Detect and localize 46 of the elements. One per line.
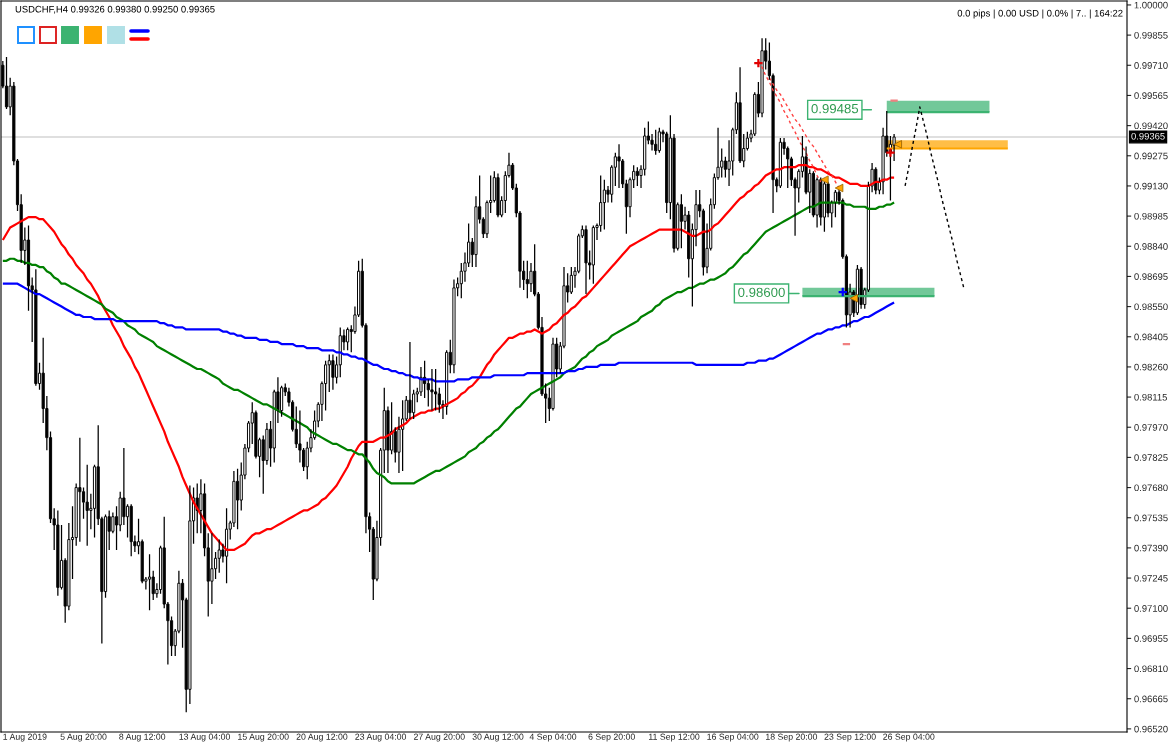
- x-tick-label: 8 Aug 12:00: [119, 733, 166, 742]
- y-tick-label: 0.98550: [1134, 303, 1168, 311]
- annotation: 0.0 pips | 0.00 USD | 0.0% | 7.. | 164:22: [957, 9, 1123, 19]
- x-tick-label: 18 Sep 20:00: [766, 733, 818, 742]
- y-tick-label: 0.99855: [1134, 31, 1168, 39]
- x-tick-label: 23 Aug 04:00: [355, 733, 407, 742]
- ref-line-label: 0.99365: [1131, 132, 1165, 140]
- y-tick-label: 0.97245: [1134, 574, 1168, 582]
- x-tick-label: 13 Aug 04:00: [179, 733, 231, 742]
- y-tick-label: 0.97390: [1134, 544, 1168, 552]
- y-tick-label: 0.97100: [1134, 605, 1168, 612]
- y-tick-label: 0.98840: [1134, 243, 1168, 250]
- y-tick-label: 0.97825: [1134, 454, 1168, 461]
- y-tick-label: 0.96520: [1134, 725, 1168, 733]
- y-tick-label: 0.96810: [1134, 665, 1168, 673]
- y-tick-label: 0.97970: [1134, 424, 1168, 431]
- y-tick-label: 0.98405: [1134, 333, 1168, 341]
- x-tick-label: 23 Sep 12:00: [824, 733, 876, 742]
- y-tick-label: 0.99420: [1134, 122, 1168, 130]
- y-tick-label: 0.98985: [1134, 212, 1168, 220]
- chart-title: USDCHF,H4 0.99326 0.99380 0.99250 0.99365: [15, 5, 215, 14]
- x-tick-label: 20 Aug 12:00: [296, 733, 348, 742]
- y-tick-label: 0.99130: [1134, 182, 1168, 190]
- annotation: 0.99485: [811, 103, 859, 114]
- y-tick-label: 0.96955: [1134, 635, 1168, 642]
- x-tick-label: 16 Sep 04:00: [707, 733, 759, 742]
- x-tick-label: 6 Sep 20:00: [588, 733, 635, 742]
- y-tick-label: 0.96665: [1134, 695, 1168, 703]
- x-tick-label: 27 Aug 20:00: [413, 733, 465, 742]
- x-tick-label: 15 Aug 20:00: [238, 733, 289, 742]
- y-tick-label: 0.97680: [1134, 484, 1168, 492]
- y-tick-label: 0.98260: [1134, 363, 1168, 371]
- y-tick-label: 0.97535: [1134, 514, 1168, 522]
- y-tick-label: 0.98695: [1134, 273, 1168, 280]
- y-tick-label: 0.98115: [1134, 393, 1167, 401]
- y-tick-label: 0.99275: [1134, 152, 1168, 160]
- x-tick-label: 30 Aug 12:00: [472, 733, 524, 742]
- annotation: 0.98600: [738, 287, 785, 298]
- y-tick-label: 0.99710: [1134, 62, 1168, 69]
- x-tick-label: 11 Sep 12:00: [648, 733, 700, 742]
- x-tick-label: 4 Sep 04:00: [529, 733, 577, 742]
- x-tick-label: 5 Aug 20:00: [60, 733, 107, 742]
- y-tick-label: 1.00000: [1134, 1, 1168, 9]
- x-tick-label: 26 Sep 04:00: [883, 733, 935, 742]
- x-tick-label: 1 Aug 2019: [3, 733, 47, 742]
- y-tick-label: 0.99565: [1134, 92, 1168, 99]
